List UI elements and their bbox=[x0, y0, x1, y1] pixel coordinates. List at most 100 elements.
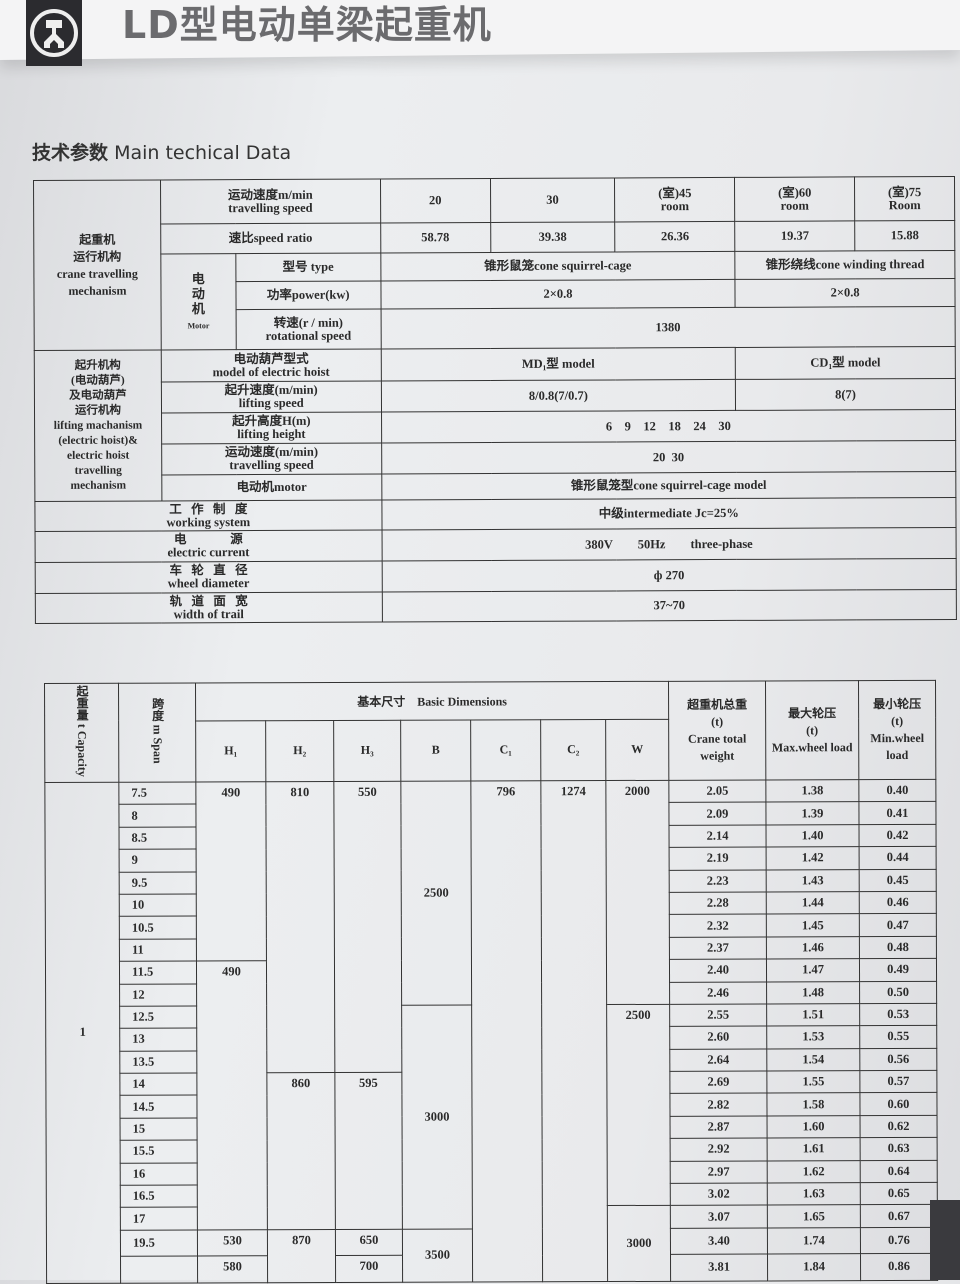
dimension-h1-value: 530 bbox=[197, 1229, 268, 1257]
lifting-height-label: 起升高度H(m) lifting height bbox=[161, 411, 382, 444]
hoist-model-a: MD₁型 model bbox=[380, 347, 736, 381]
power-a: 2×0.8 bbox=[380, 279, 736, 309]
hoist-travel-speed-label: 运动速度(m/min) travelling speed bbox=[161, 442, 382, 475]
crane-weight-value: 3.40 bbox=[670, 1227, 768, 1255]
dimension-b-value: 2500 bbox=[400, 781, 472, 1006]
min-wheel-load-value: 0.40 bbox=[858, 779, 936, 803]
section-title-cn: 技术参数 bbox=[32, 142, 109, 164]
lifting-category: 起升机构 (电动葫芦) 及电动葫芦 运行机构 lifting machanism… bbox=[34, 349, 162, 502]
speed-value: (室)45 room bbox=[614, 177, 735, 222]
basic-dimensions-table: 起重量 t Capacity 跨度 m Span 基本尺寸 Basic Dime… bbox=[44, 680, 938, 1284]
max-wheel-load-value: 1.65 bbox=[767, 1205, 861, 1228]
span-value: 11 bbox=[119, 938, 197, 962]
max-wheel-load-value: 1.61 bbox=[767, 1137, 861, 1161]
rotational-speed-label: 转速(r / min) rotational speed bbox=[235, 308, 381, 350]
max-wheel-load-value: 1.46 bbox=[766, 936, 860, 960]
crane-weight-value: 2.32 bbox=[669, 914, 767, 938]
ratio-value: 39.38 bbox=[490, 221, 616, 253]
capacity-header: 起重量 t Capacity bbox=[44, 683, 119, 783]
dimension-header-4: C₁ bbox=[470, 719, 541, 782]
min-wheel-load-value: 0.46 bbox=[859, 891, 937, 914]
span-value: 15.5 bbox=[120, 1140, 198, 1163]
wheel-diameter-value: ф 270 bbox=[381, 558, 957, 592]
span-value: 8 bbox=[118, 804, 197, 828]
crane-weight-value: 2.37 bbox=[669, 936, 767, 960]
span-value: 13.5 bbox=[119, 1050, 197, 1074]
motor-label: 电 动 机 Motor bbox=[160, 253, 237, 350]
dimension-h1-value: 490 bbox=[195, 781, 267, 962]
min-wheel-load-value: 0.65 bbox=[860, 1182, 938, 1206]
technical-data-table: 起重机 运行机构 crane travelling mechanism 运动速度… bbox=[33, 176, 957, 624]
crane-weight-value: 2.82 bbox=[669, 1093, 768, 1117]
rotational-speed-value: 1380 bbox=[380, 306, 956, 349]
min-wheel-load-value: 0.67 bbox=[860, 1204, 938, 1228]
min-wheel-load-value: 0.55 bbox=[859, 1025, 937, 1049]
max-wheel-load-value: 1.51 bbox=[766, 1003, 860, 1027]
dimension-h3-value: 650 bbox=[335, 1229, 403, 1256]
dimension-h3-value: 595 bbox=[334, 1072, 403, 1230]
dimension-header-2: H₃ bbox=[333, 719, 401, 782]
crane-weight-value: 3.81 bbox=[670, 1254, 768, 1281]
max-wheel-load-value: 1.40 bbox=[765, 824, 860, 848]
basic-dimensions-header: 基本尺寸 Basic Dimensions bbox=[195, 681, 669, 721]
electric-current-value: 380V 50Hz three-phase bbox=[381, 527, 957, 561]
span-header: 跨度 m Span bbox=[118, 682, 196, 783]
dimension-h1-value: 580 bbox=[197, 1255, 268, 1283]
max-wheel-load-value: 1.58 bbox=[766, 1093, 861, 1116]
span-value: 16.5 bbox=[120, 1184, 198, 1208]
span-value: 12 bbox=[119, 983, 197, 1007]
dimension-c2-value: 1274 bbox=[540, 780, 608, 1282]
motor-label-cn: 电 动 机 bbox=[191, 270, 205, 316]
span-value: 9.5 bbox=[119, 871, 197, 895]
crane-weight-value: 2.60 bbox=[669, 1026, 767, 1050]
span-header-text: 跨度 m Span bbox=[150, 697, 165, 764]
dimension-h2-value: 860 bbox=[266, 1072, 336, 1230]
dimension-header-5: C₂ bbox=[540, 719, 606, 781]
max-wheel-load-value: 1.53 bbox=[766, 1025, 860, 1049]
min-wheel-load-value: 0.48 bbox=[859, 936, 937, 959]
dimension-header-0: H₁ bbox=[195, 720, 266, 782]
travelling-speed-label: 运动速度m/min travelling speed bbox=[160, 178, 381, 224]
max-wheel-load-value: 1.60 bbox=[767, 1115, 861, 1139]
max-wheel-load-value: 1.42 bbox=[766, 846, 860, 870]
span-value: 14 bbox=[119, 1073, 197, 1096]
trail-width-value: 37~70 bbox=[381, 589, 957, 622]
working-system-label: 工 作 制 度 working system bbox=[34, 499, 382, 532]
dimension-h2-value: 810 bbox=[265, 781, 335, 1073]
crane-weight-value: 2.14 bbox=[668, 824, 767, 848]
min-wheel-load-value: 0.63 bbox=[860, 1137, 938, 1161]
ratio-value: 26.36 bbox=[615, 221, 736, 252]
page-edge-shadow bbox=[930, 1200, 960, 1280]
span-value bbox=[120, 1256, 198, 1283]
min-wheel-load-value: 0.44 bbox=[859, 846, 937, 870]
crane-weight-value: 3.02 bbox=[670, 1183, 768, 1206]
ratio-value: 19.37 bbox=[734, 220, 855, 252]
min-wheel-load-value: 0.50 bbox=[859, 980, 937, 1004]
max-wheel-load-value: 1.48 bbox=[766, 981, 860, 1004]
table-row: 1 7.5 490 810 550 2500 796 1274 2000 2.05 1.38 0.40 bbox=[44, 779, 936, 1284]
min-wheel-load-value: 0.57 bbox=[859, 1070, 937, 1094]
speed-value: 30 bbox=[490, 177, 616, 223]
capacity-header-text: 起重量 t Capacity bbox=[75, 684, 90, 777]
working-system-value: 中级intermediate Jc=25% bbox=[381, 497, 957, 530]
speed-value: 20 bbox=[380, 178, 491, 223]
max-wheel-load-value: 1.39 bbox=[765, 802, 859, 825]
lifting-speed-a: 8/0.8(7/0.7) bbox=[381, 379, 736, 412]
max-wheel-load-value: 1.55 bbox=[766, 1070, 860, 1094]
span-value: 11.5 bbox=[119, 961, 197, 984]
crane-weight-value: 2.28 bbox=[669, 891, 767, 915]
capacity-value: 1 bbox=[44, 782, 121, 1284]
crane-weight-value: 2.23 bbox=[669, 869, 767, 893]
crane-travelling-category: 起重机 运行机构 crane travelling mechanism bbox=[33, 179, 162, 351]
section-title-en: Main techical Data bbox=[114, 142, 292, 164]
crane-weight-value: 2.55 bbox=[669, 1003, 767, 1027]
lifting-speed-label: 起升速度(m/min) lifting speed bbox=[161, 380, 382, 413]
crane-weight-value: 2.46 bbox=[669, 981, 767, 1005]
min-wheel-load-value: 0.56 bbox=[859, 1048, 937, 1071]
min-wheel-load-value: 0.42 bbox=[858, 824, 937, 847]
type-b: 锥形绕线cone winding thread bbox=[735, 250, 955, 280]
power-label: 功率power(kw) bbox=[235, 280, 381, 310]
max-wheel-load-value: 1.74 bbox=[767, 1227, 861, 1255]
speed-value: (室)75 Room bbox=[854, 176, 955, 221]
crane-weight-value: 2.19 bbox=[669, 847, 767, 870]
